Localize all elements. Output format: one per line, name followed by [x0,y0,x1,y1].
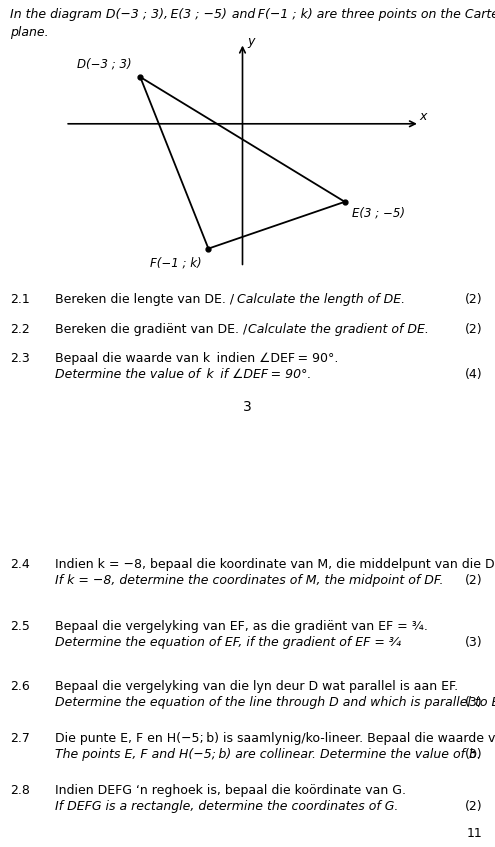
Text: The points E, F and H(−5; b) are collinear. Determine the value of b.: The points E, F and H(−5; b) are colline… [55,748,481,761]
Text: Indien DEFG ‘n reghoek is, bepaal die koördinate van G.: Indien DEFG ‘n reghoek is, bepaal die ko… [55,784,406,797]
Text: Determine the value of  k  if ∠DEF = 90°.: Determine the value of k if ∠DEF = 90°. [55,368,311,381]
Text: (2): (2) [464,800,482,813]
Text: D(−3 ; 3): D(−3 ; 3) [77,58,132,71]
Text: Bepaal die waarde van k  indien ∠DEF = 90°.: Bepaal die waarde van k indien ∠DEF = 90… [55,352,339,365]
Text: Bereken die lengte van DE. /: Bereken die lengte van DE. / [55,293,238,306]
Text: y: y [248,35,255,47]
Text: 2.2: 2.2 [10,323,30,336]
Text: (3): (3) [464,748,482,761]
Text: 11: 11 [466,827,482,840]
Text: (3): (3) [464,636,482,649]
Text: Die punte E, F en H(−5; b) is saamlynig/ko-lineer. Bepaal die waarde van b.: Die punte E, F en H(−5; b) is saamlynig/… [55,732,495,745]
Text: 2.8: 2.8 [10,784,30,797]
Text: 2.6: 2.6 [10,680,30,693]
Text: 2.4: 2.4 [10,558,30,571]
Text: 3: 3 [243,400,252,414]
Text: 2.3: 2.3 [10,352,30,365]
Text: If k = −8, determine the coordinates of M, the midpoint of DF.: If k = −8, determine the coordinates of … [55,574,444,587]
Text: If DEFG is a rectangle, determine the coordinates of G.: If DEFG is a rectangle, determine the co… [55,800,398,813]
Text: Determine the equation of the line through D and which is parallel to EF.: Determine the equation of the line throu… [55,696,495,709]
Text: (3): (3) [464,696,482,709]
Text: Bereken die gradiënt van DE. /: Bereken die gradiënt van DE. / [55,323,251,336]
Text: 2.7: 2.7 [10,732,30,745]
Text: Bepaal die vergelyking van EF, as die gradiënt van EF = ¾.: Bepaal die vergelyking van EF, as die gr… [55,620,428,633]
Text: (2): (2) [464,293,482,306]
Text: 2.5: 2.5 [10,620,30,633]
Text: Indien k = −8, bepaal die koordinate van M, die middelpunt van die DF.: Indien k = −8, bepaal die koordinate van… [55,558,495,571]
Text: plane.: plane. [10,26,49,39]
Text: E(3 ; −5): E(3 ; −5) [351,207,404,219]
Text: Calculate the length of DE.: Calculate the length of DE. [237,293,405,306]
Text: (2): (2) [464,323,482,336]
Text: Determine the equation of EF, if the gradient of EF = ¾: Determine the equation of EF, if the gra… [55,636,401,649]
Text: In the diagram D(−3 ; 3), E(3 ; −5)  and F(−1 ; k) are three points on the Carte: In the diagram D(−3 ; 3), E(3 ; −5) and … [10,8,495,21]
Text: F(−1 ; k): F(−1 ; k) [150,257,201,269]
Text: Bepaal die vergelyking van die lyn deur D wat parallel is aan EF.: Bepaal die vergelyking van die lyn deur … [55,680,458,693]
Text: (4): (4) [464,368,482,381]
Text: Calculate the gradient of DE.: Calculate the gradient of DE. [248,323,429,336]
Text: x: x [419,109,427,123]
Text: 2.1: 2.1 [10,293,30,306]
Text: (2): (2) [464,574,482,587]
